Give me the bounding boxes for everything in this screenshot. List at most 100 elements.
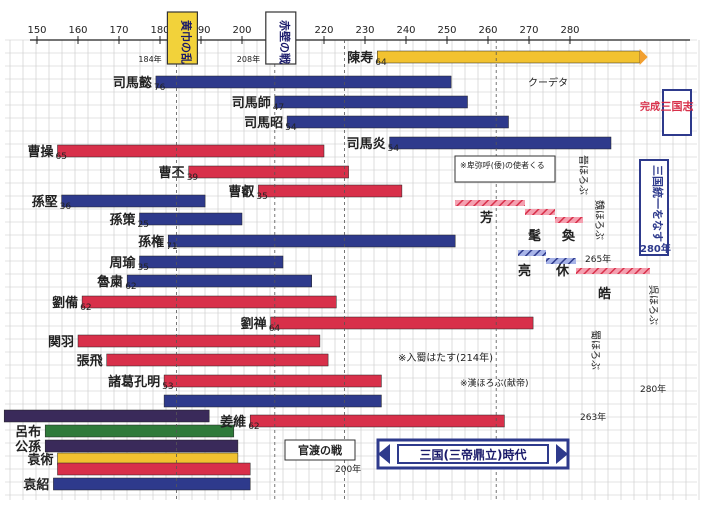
person-name: 陳寿 — [347, 50, 373, 66]
lifespan-bars — [3, 49, 648, 491]
person-age: 39 — [187, 173, 199, 183]
xiu-label: 休 — [555, 263, 570, 279]
lifespan-bar — [3, 409, 210, 423]
huan-label: 奐 — [561, 228, 576, 244]
person-name: 劉備 — [52, 295, 78, 311]
wu-fall-label: 呉ほろぶ — [647, 285, 659, 325]
lifespan-bar — [249, 414, 505, 428]
jin-fall-label: 晉ほろぶ — [577, 155, 589, 195]
person-name: 孫策 — [109, 212, 136, 228]
person-name: 張飛 — [77, 354, 103, 369]
person-name: 公孫 — [15, 439, 41, 455]
lifespan-bar — [188, 165, 349, 179]
person-age: 25 — [138, 220, 149, 230]
himiko-note: ※卑弥呼(倭)の使者くる — [454, 155, 556, 183]
lifespan-bar — [139, 255, 284, 269]
person-name: 孫権 — [138, 234, 164, 250]
lifespan-bar — [81, 295, 337, 309]
person-age: 54 — [285, 123, 297, 133]
sangokushi-label: 三国志 — [661, 99, 694, 113]
tick-label: 280 — [560, 25, 579, 36]
reign-xiu — [546, 258, 576, 264]
person-age: 35 — [138, 263, 149, 273]
reign-fang — [455, 200, 525, 206]
lifespan-bar — [274, 95, 468, 109]
lifespan-bar — [61, 194, 206, 208]
tick-label: 200 — [232, 25, 251, 36]
person-name: 呂布 — [15, 424, 41, 440]
person-age: 62 — [248, 422, 259, 432]
kansei-label: 完成 — [640, 100, 660, 113]
event-box — [284, 439, 356, 461]
lifespan-bar — [270, 316, 534, 330]
lifespan-bar — [106, 353, 329, 367]
coup-note: クーデタ — [528, 76, 568, 89]
person-age: 65 — [56, 152, 67, 162]
lifespan-bar — [57, 144, 325, 158]
year-axis: 1501601701801902002102202302402502602702… — [27, 25, 690, 44]
event-title: 官渡の戦 — [298, 443, 343, 457]
shu-fall-year: 263年 — [580, 411, 606, 423]
tick-label: 190 — [191, 25, 210, 36]
person-name: 袁紹 — [22, 477, 49, 493]
tick-label: 220 — [314, 25, 333, 36]
person-age: 62 — [125, 282, 136, 292]
person-name: 司馬懿 — [113, 75, 152, 91]
person-name: 諸葛孔明 — [108, 374, 160, 390]
person-age: 71 — [166, 242, 177, 252]
person-age: 64 — [375, 58, 387, 68]
era-label: 三国(三帝鼎立)時代 — [420, 447, 527, 462]
unify-label: 三国統一をなす — [651, 165, 665, 242]
shu-invade-note: ※入蜀はたす(214年) — [398, 351, 493, 364]
tick-label: 230 — [355, 25, 374, 36]
wu-fall-year: 280年 — [640, 383, 666, 395]
wei-fall-year: 265年 — [585, 253, 611, 265]
lifespan-bar — [389, 136, 612, 150]
tick-label: 180 — [150, 25, 169, 36]
lifespan-bar — [139, 212, 243, 226]
lifespan-bar — [377, 50, 640, 64]
bar-arrow — [639, 49, 648, 65]
person-name: 曹叡 — [228, 184, 254, 200]
unify-year: 280年 — [640, 242, 671, 255]
lifespan-bar — [77, 334, 321, 348]
person-name: 司馬師 — [232, 95, 271, 111]
hao-label: 皓 — [598, 286, 611, 302]
lifespan-bar — [44, 424, 235, 438]
tick-label: 240 — [396, 25, 415, 36]
wei-fall-label: 魏ほろぶ — [593, 200, 606, 240]
person-age: 54 — [388, 144, 400, 154]
lifespan-bar — [44, 439, 239, 453]
tick-label: 260 — [478, 25, 497, 36]
event-year: 208年 — [237, 54, 260, 64]
event-year: 200年 — [335, 463, 361, 475]
lifespan-bar — [163, 374, 382, 388]
mao-label: 髦 — [528, 228, 541, 244]
tick-label: 250 — [437, 25, 456, 36]
person-age: 35 — [256, 192, 267, 202]
person-name: 曹操 — [27, 144, 53, 160]
person-age: 47 — [273, 103, 284, 113]
person-age: 36 — [60, 202, 72, 212]
lifespan-bar — [258, 184, 403, 198]
event-box — [265, 11, 297, 65]
event-title: 黄巾の乱 — [179, 20, 193, 64]
person-name: 魯粛 — [96, 274, 123, 290]
person-name: 司馬昭 — [244, 116, 283, 131]
person-age: 76 — [154, 83, 166, 93]
lifespan-bar — [163, 394, 382, 408]
event-title: 赤壁の戦 — [278, 20, 292, 65]
person-name: 袁術 — [26, 452, 53, 468]
era-arrow: 三国(三帝鼎立)時代 — [376, 438, 570, 470]
lifespan-bar — [155, 75, 452, 89]
annotations: 三国(三帝鼎立)時代 クーデタ ※卑弥呼(倭)の使者くる ※入蜀はたす(214年… — [376, 76, 694, 470]
reign-mao — [525, 209, 555, 215]
reign-liang — [518, 250, 546, 256]
person-name: 関羽 — [48, 335, 74, 350]
han-end-note: ※漢ほろぶ(献帝) — [460, 377, 529, 389]
lifespan-bar — [53, 477, 251, 491]
fang-label: 芳 — [480, 210, 493, 226]
